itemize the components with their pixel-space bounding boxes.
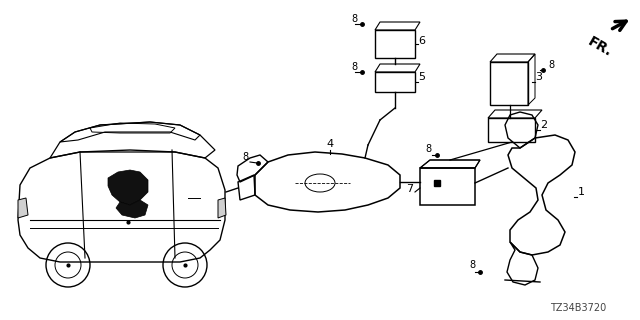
Text: 8: 8 [548, 60, 554, 70]
Text: 1: 1 [578, 187, 585, 197]
Text: TZ34B3720: TZ34B3720 [550, 303, 606, 313]
Text: 8: 8 [242, 152, 248, 162]
Text: FR.: FR. [586, 34, 614, 59]
Text: 5: 5 [418, 72, 425, 82]
Text: 8: 8 [351, 62, 357, 72]
Text: 4: 4 [326, 139, 333, 149]
Text: 8: 8 [469, 260, 475, 270]
Polygon shape [108, 170, 148, 205]
Text: 8: 8 [425, 144, 431, 154]
Text: 2: 2 [540, 120, 547, 130]
Text: 6: 6 [418, 36, 425, 46]
Polygon shape [18, 198, 28, 218]
Polygon shape [116, 200, 148, 218]
Polygon shape [218, 198, 226, 218]
Text: 7: 7 [406, 184, 413, 194]
Text: 8: 8 [351, 14, 357, 24]
Text: 3: 3 [535, 72, 542, 82]
